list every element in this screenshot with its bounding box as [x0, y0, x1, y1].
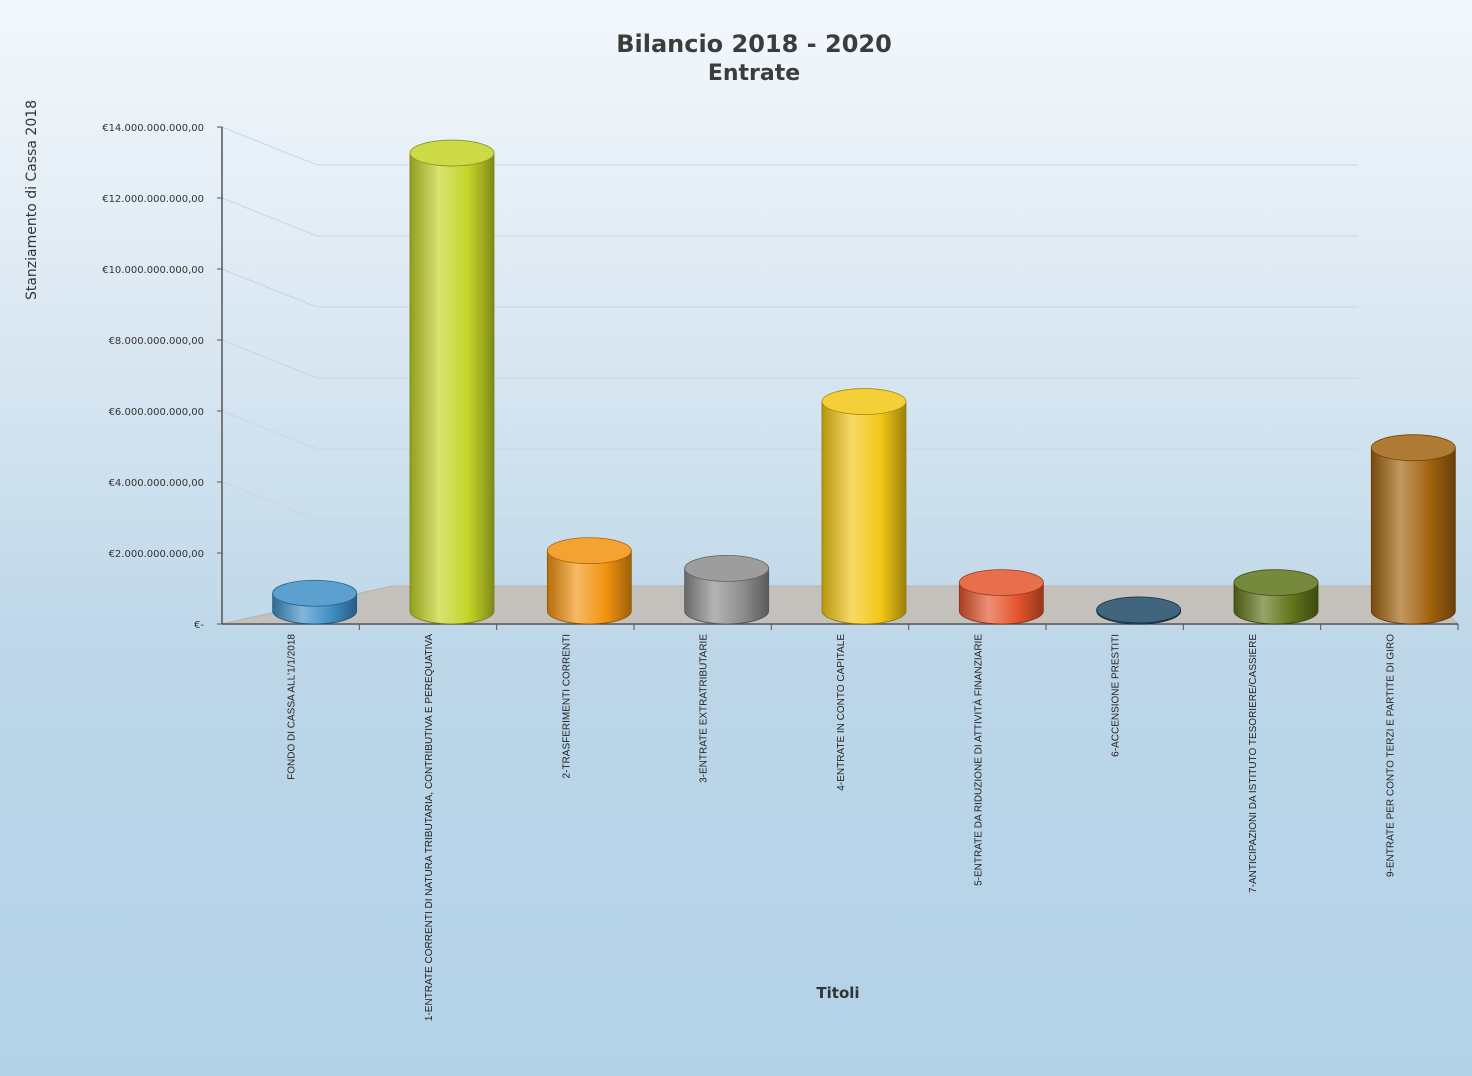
x-tick-label: 9-ENTRATE PER CONTO TERZI E PARTITE DI G… — [1385, 634, 1396, 877]
y-tick-label: €4.000.000.000,00 — [109, 478, 204, 489]
x-tick-label: 4-ENTRATE IN CONTO CAPITALE — [836, 634, 847, 791]
y-tick-label: €- — [194, 620, 204, 631]
x-tick-label: 1-ENTRATE CORRENTI DI NATURA TRIBUTARIA,… — [424, 634, 435, 1021]
bar-cap — [821, 388, 907, 415]
x-tick-label: 3-ENTRATE EXTRATRIBUTARIE — [699, 634, 710, 783]
y-tick-label: €14.000.000.000,00 — [102, 123, 204, 134]
grid-line — [221, 197, 1358, 237]
y-tick-label: €12.000.000.000,00 — [102, 194, 204, 205]
grid-line — [221, 339, 1358, 379]
bar-body — [821, 401, 907, 625]
bar-3 — [684, 555, 770, 625]
x-tick-labels: FONDO DI CASSA ALL'1/1/2018 1-ENTRATE COR… — [287, 634, 1397, 1022]
bar-cap — [1233, 569, 1319, 596]
grid-line — [221, 481, 1358, 521]
y-tick-label: €8.000.000.000,00 — [109, 336, 204, 347]
y-tick-label: €2.000.000.000,00 — [109, 549, 204, 560]
bar-6 — [1096, 596, 1182, 625]
x-axis-title: Titoli — [816, 984, 859, 1002]
chart-subtitle: Entrate — [708, 61, 800, 86]
bar-cap — [958, 569, 1044, 596]
grid-line — [221, 268, 1358, 308]
bar-cap — [1096, 596, 1182, 624]
bar-cap — [409, 139, 495, 167]
y-tick-label: €10.000.000.000,00 — [102, 265, 204, 276]
bar-body — [409, 152, 495, 625]
grid-lines — [221, 126, 1358, 592]
bar-4 — [821, 388, 907, 625]
y-axis-title: Stanziamento di Cassa 2018 — [24, 100, 40, 300]
bar-cap — [684, 555, 770, 582]
bar-cap — [546, 537, 632, 565]
x-tick-label: 2-TRASFERIMENTI CORRENTI — [561, 634, 572, 778]
bar-8 — [1370, 434, 1456, 625]
bar-2 — [546, 537, 632, 625]
x-tick-label: FONDO DI CASSA ALL'1/1/2018 — [287, 634, 298, 780]
grid-line — [221, 126, 1358, 166]
bar-cap — [1370, 434, 1456, 462]
bars — [272, 139, 1456, 625]
y-tick-labels: €- €2.000.000.000,00 €4.000.000.000,00 €6.0… — [102, 123, 204, 631]
bar-5 — [958, 569, 1044, 625]
axes — [217, 126, 1459, 630]
bar-1 — [409, 139, 495, 625]
x-tick-label: 7-ANTICIPAZIONI DA ISTITUTO TESORIERE/CA… — [1248, 634, 1259, 893]
bar-0 — [272, 579, 358, 625]
x-tick-label: 5-ENTRATE DA RIDUZIONE DI ATTIVITÀ FINAN… — [971, 634, 984, 886]
grid-line — [221, 552, 1358, 592]
chart-title: Bilancio 2018 - 2020 — [616, 30, 892, 58]
grid-line — [221, 410, 1358, 450]
bar-body — [684, 568, 770, 625]
bar-body — [1370, 447, 1456, 625]
bar-body — [546, 550, 632, 625]
bar-cap — [272, 579, 358, 607]
bar-7 — [1233, 569, 1319, 625]
x-tick-label: 6-ACCENSIONE PRESTITI — [1111, 634, 1122, 757]
y-tick-label: €6.000.000.000,00 — [109, 407, 204, 418]
